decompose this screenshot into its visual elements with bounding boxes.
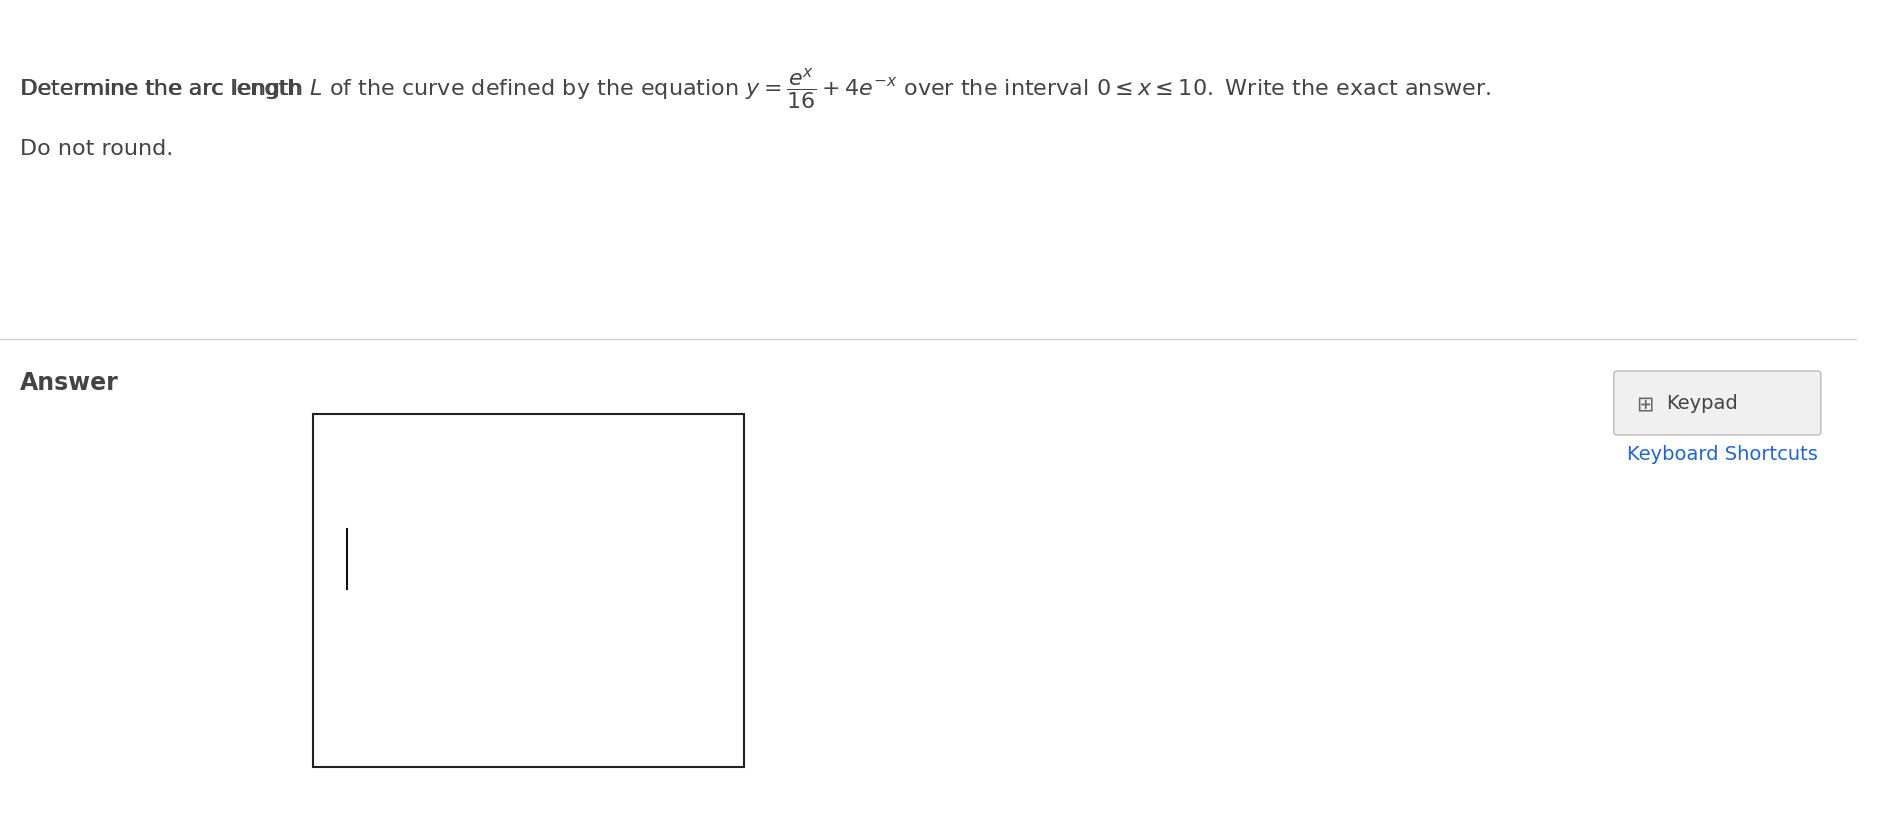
- Text: Keyboard Shortcuts: Keyboard Shortcuts: [1628, 445, 1818, 464]
- Text: Do not round.: Do not round.: [19, 139, 173, 159]
- Bar: [313, 414, 744, 767]
- Text: $\mathrm{Determine\ the\ arc\ length\ }L\mathrm{\ of\ the\ curve\ defined\ by\ t: $\mathrm{Determine\ the\ arc\ length\ }L…: [19, 66, 1490, 111]
- Text: Determine the arc length: Determine the arc length: [19, 79, 307, 99]
- Text: Answer: Answer: [19, 370, 119, 395]
- FancyBboxPatch shape: [1615, 372, 1820, 436]
- Text: ⊞: ⊞: [1637, 393, 1654, 414]
- Text: Keypad: Keypad: [1665, 394, 1737, 413]
